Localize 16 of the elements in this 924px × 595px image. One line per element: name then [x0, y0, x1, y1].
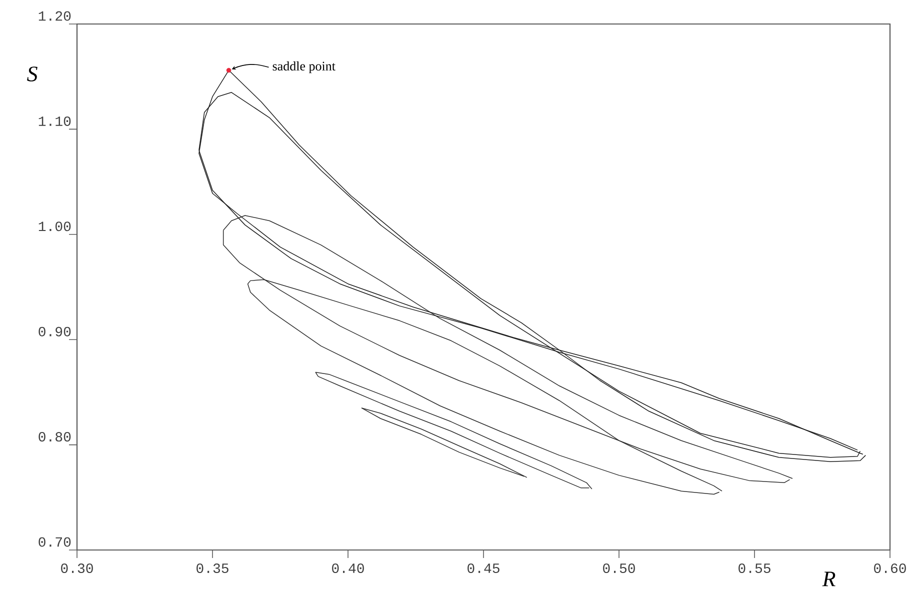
- x-axis-title: R: [822, 572, 836, 586]
- y-tick-label: 0.80: [38, 432, 71, 442]
- y-tick-label: 1.10: [38, 116, 71, 126]
- x-tick-label: 0.35: [196, 564, 228, 574]
- x-tick-label: 0.40: [332, 564, 364, 574]
- x-tick-label: 0.30: [61, 564, 93, 574]
- annotation: saddle point: [272, 61, 336, 74]
- y-tick-label: 0.90: [38, 326, 71, 336]
- x-tick-label: 0.45: [468, 564, 500, 574]
- x-tick-label: 0.55: [738, 564, 770, 574]
- x-tick-label: 0.50: [603, 564, 635, 574]
- x-tick-label: 0.60: [874, 564, 906, 574]
- y-tick-label: 0.70: [38, 537, 71, 547]
- y-tick-label: 1.00: [38, 222, 71, 232]
- y-axis-title: S: [27, 66, 38, 82]
- y-tick-label: 1.20: [38, 11, 71, 21]
